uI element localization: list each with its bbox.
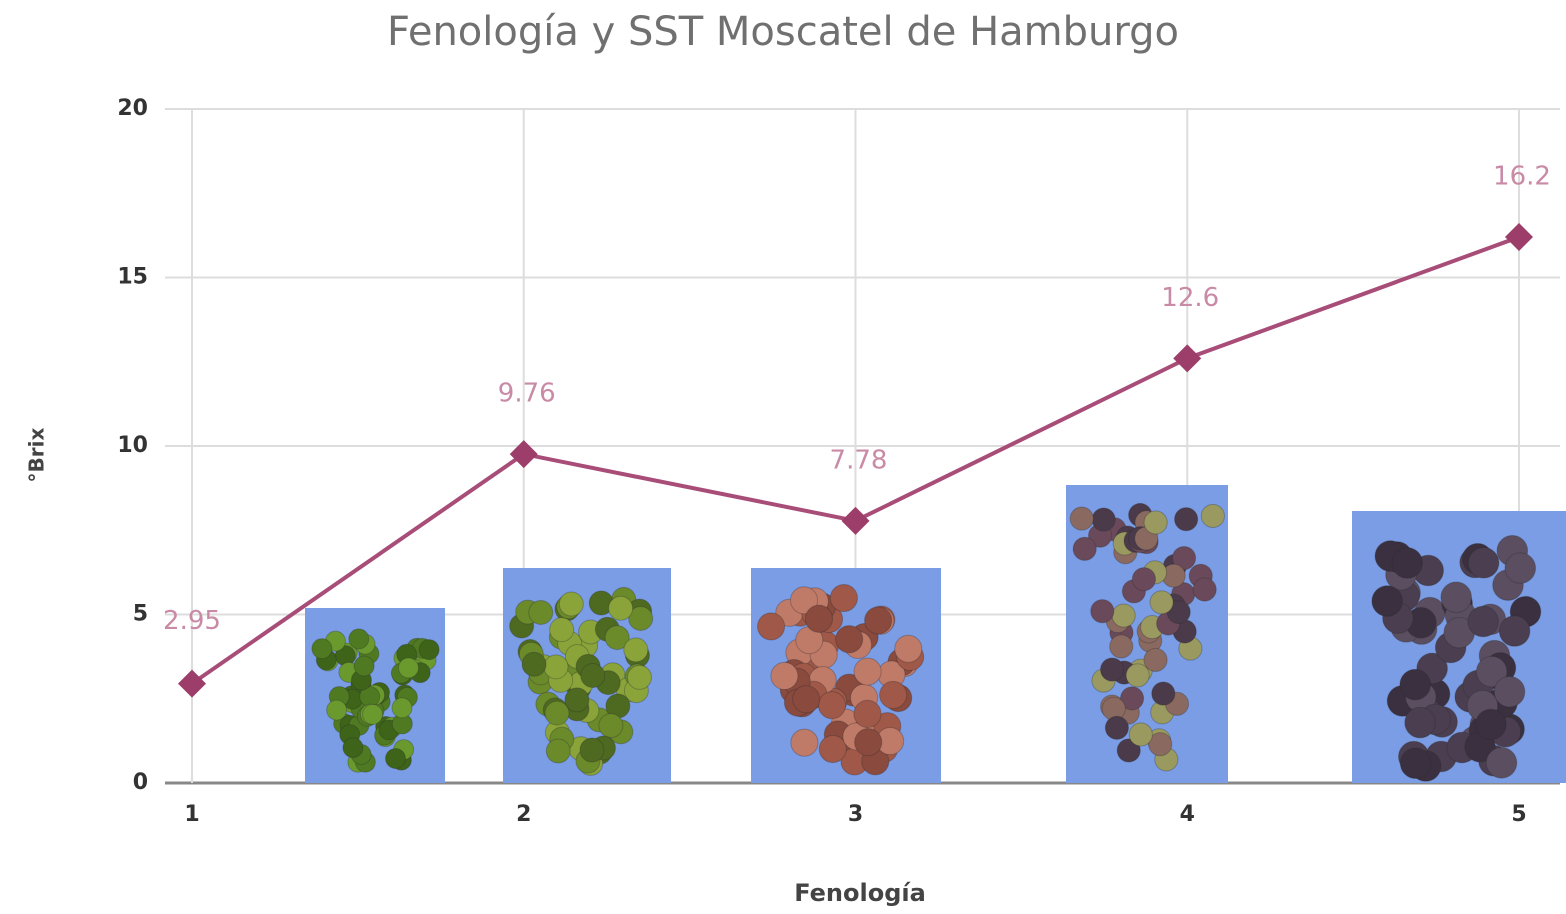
grape (609, 596, 633, 620)
x-tick-label: 1 (184, 802, 199, 827)
grape (1505, 553, 1536, 584)
grape (1468, 547, 1499, 578)
grape-photos (305, 485, 1566, 783)
grape (1150, 591, 1173, 614)
grape (1193, 578, 1216, 601)
grape (565, 688, 589, 712)
grape (1110, 635, 1133, 658)
grape (1392, 548, 1423, 579)
grape (1129, 723, 1152, 746)
x-tick-label: 2 (516, 802, 531, 827)
y-axis-label: °Brix (25, 427, 49, 482)
grape (327, 700, 347, 720)
point-marker (842, 507, 870, 535)
grape (1499, 616, 1530, 647)
data-label: 7.78 (830, 445, 888, 475)
grape (854, 658, 881, 685)
chart-title: Fenología y SST Moscatel de Hamburgo (387, 9, 1179, 55)
grape (312, 639, 332, 659)
data-label: 16.2 (1493, 162, 1551, 192)
grape (1175, 508, 1198, 531)
grape (385, 748, 405, 768)
grape (1441, 582, 1472, 613)
grape (398, 658, 418, 678)
grape (819, 735, 846, 762)
point-marker (178, 670, 206, 698)
point-marker (1173, 344, 1201, 372)
grape (363, 704, 383, 724)
grape (1132, 568, 1155, 591)
x-axis-label: Fenología (794, 879, 926, 907)
grape (599, 714, 623, 738)
grape (793, 686, 820, 713)
grape (354, 656, 374, 676)
grape (1101, 658, 1124, 681)
grape (1073, 537, 1096, 560)
y-tick-label: 5 (133, 602, 148, 627)
grape (546, 739, 570, 763)
y-tick-label: 20 (117, 96, 148, 121)
grape (580, 738, 604, 762)
grape (771, 662, 798, 689)
grape (392, 698, 412, 718)
grape (550, 618, 574, 642)
grape (1144, 511, 1167, 534)
grape (1372, 586, 1403, 617)
grape (805, 605, 832, 632)
x-tick-label: 4 (1180, 802, 1195, 827)
point-marker (1505, 223, 1533, 251)
grape (895, 635, 922, 662)
y-tick-label: 15 (117, 265, 148, 290)
grape (880, 681, 907, 708)
grape (1476, 709, 1507, 740)
grape (1126, 664, 1149, 687)
data-label: 12.6 (1161, 283, 1219, 313)
grape (1468, 606, 1499, 637)
grape (865, 607, 892, 634)
grape (1091, 600, 1114, 623)
grape (627, 665, 651, 689)
grape (855, 729, 882, 756)
grape (419, 640, 439, 660)
grape (836, 626, 863, 653)
grape (349, 629, 369, 649)
x-tick-label: 3 (848, 802, 863, 827)
grape (624, 638, 648, 662)
grape (1400, 669, 1431, 700)
grape (1405, 707, 1436, 738)
grape (818, 692, 845, 719)
grape (1486, 748, 1517, 779)
grape (1152, 682, 1175, 705)
grape (1070, 507, 1093, 530)
grape (758, 613, 785, 640)
grape (559, 592, 583, 616)
grape (1201, 504, 1224, 527)
grape (1400, 748, 1431, 779)
grape (1494, 676, 1525, 707)
y-tick-label: 0 (133, 770, 148, 795)
data-label: 9.76 (498, 379, 556, 409)
grape (1112, 604, 1135, 627)
grape (522, 652, 546, 676)
data-label: 2.95 (163, 606, 221, 636)
chart: Fenología y SST Moscatel de Hamburgo Fen… (0, 0, 1566, 914)
grape (581, 664, 605, 688)
y-tick-label: 10 (117, 433, 148, 458)
grape (1105, 716, 1128, 739)
grape (343, 738, 363, 758)
grape (791, 729, 818, 756)
grape (529, 600, 553, 624)
grape (1144, 648, 1167, 671)
grape (544, 655, 568, 679)
x-tick-label: 5 (1511, 802, 1526, 827)
point-marker (510, 440, 538, 468)
grape (830, 584, 857, 611)
grape (1092, 508, 1115, 531)
grape (854, 700, 881, 727)
